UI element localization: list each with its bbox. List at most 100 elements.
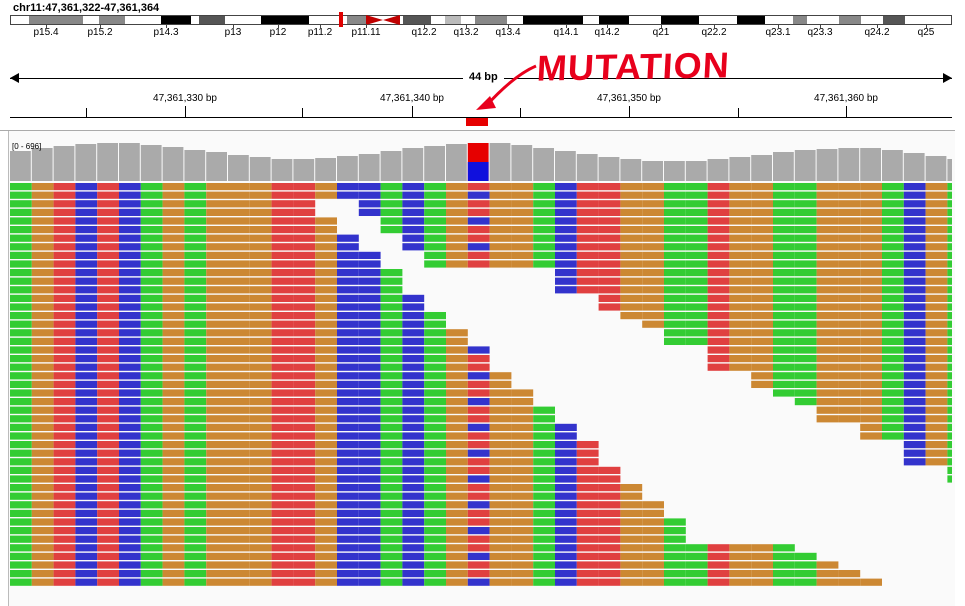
read-base <box>140 544 163 552</box>
read-base <box>249 226 272 234</box>
read-base <box>10 578 32 586</box>
reads-track[interactable] <box>10 183 952 603</box>
read-base <box>119 423 141 431</box>
read-base <box>97 251 119 259</box>
read-base <box>97 441 119 449</box>
alignment-panel[interactable]: [0 - 696] <box>0 130 955 606</box>
read-base <box>838 260 861 268</box>
read-base <box>140 355 163 363</box>
read-base <box>315 466 337 474</box>
read-base <box>751 320 773 328</box>
read-base <box>293 458 316 466</box>
read-base <box>140 552 163 560</box>
read-base <box>598 269 621 277</box>
read-base <box>925 355 948 363</box>
read-base <box>206 466 228 474</box>
read-base <box>162 501 185 509</box>
read-base <box>511 200 534 208</box>
read-base <box>228 527 250 535</box>
read-base <box>446 234 468 242</box>
read-base <box>380 363 403 371</box>
read-base <box>816 355 839 363</box>
read-base <box>75 320 98 328</box>
read-base <box>337 355 359 363</box>
read-base <box>97 509 119 517</box>
read-base <box>620 492 643 500</box>
read-base <box>773 355 795 363</box>
read-base <box>228 226 250 234</box>
read-base <box>10 552 32 560</box>
ruler-tick-label: 47,361,330 bp <box>153 93 217 104</box>
read-base <box>860 406 882 414</box>
read-base <box>31 415 54 423</box>
ruler-panel[interactable]: 44 bp 47,361,330 bp 47,361,340 bp 47,361,3… <box>10 44 952 128</box>
read-base <box>860 355 882 363</box>
read-base <box>816 208 839 216</box>
read-base <box>860 303 882 311</box>
read-base <box>53 277 76 285</box>
scrollbar[interactable] <box>955 130 965 605</box>
read-base <box>446 570 468 578</box>
read-base <box>751 544 773 552</box>
read-base <box>467 406 490 414</box>
ideogram-band <box>445 16 461 24</box>
current-range-indicator <box>339 12 343 27</box>
read-base <box>424 389 446 397</box>
read-base <box>97 552 119 560</box>
read-base <box>642 277 664 285</box>
read-base <box>664 243 686 251</box>
read-base <box>31 355 54 363</box>
read-base <box>925 380 948 388</box>
chromosome-ideogram[interactable] <box>10 15 952 25</box>
read-base <box>947 303 952 311</box>
read-base <box>402 518 425 526</box>
read-base <box>402 415 425 423</box>
read-base <box>97 423 119 431</box>
read-base <box>467 458 490 466</box>
read-base <box>446 527 468 535</box>
read-base <box>467 243 490 251</box>
read-base <box>773 303 795 311</box>
read-base <box>140 492 163 500</box>
band-tick <box>320 24 321 28</box>
ideogram-band <box>629 16 661 24</box>
centromere-icon <box>366 15 400 25</box>
read-base <box>206 441 228 449</box>
read-base <box>751 286 773 294</box>
read-base <box>685 217 708 225</box>
locus-box[interactable]: chr11:47,361,322-47,361,364 <box>13 2 160 14</box>
read-base <box>10 570 32 578</box>
read-base <box>685 294 708 302</box>
coverage-bar <box>184 150 206 181</box>
read-base <box>228 544 250 552</box>
read-base <box>162 346 185 354</box>
read-base <box>271 355 294 363</box>
coverage-track[interactable] <box>10 141 952 181</box>
read-base <box>947 380 952 388</box>
read-base <box>576 217 599 225</box>
read-base <box>337 277 359 285</box>
read-base <box>424 208 446 216</box>
read-base <box>773 372 795 380</box>
read-base <box>882 217 904 225</box>
read-base <box>184 312 207 320</box>
read-base <box>10 527 32 535</box>
read-base <box>467 372 490 380</box>
read-base <box>162 183 185 191</box>
read-base <box>140 312 163 320</box>
read-base <box>184 217 207 225</box>
read-base <box>97 312 119 320</box>
read-base <box>598 492 621 500</box>
read-base <box>184 294 207 302</box>
read-base <box>642 570 664 578</box>
read-base <box>489 380 512 388</box>
read-base <box>555 544 577 552</box>
band-tick <box>424 24 425 28</box>
read-base <box>555 432 577 440</box>
read-base <box>555 492 577 500</box>
read-base <box>119 544 141 552</box>
read-base <box>489 552 512 560</box>
read-base <box>707 552 730 560</box>
read-base <box>271 217 294 225</box>
mutation-marker[interactable] <box>466 118 488 126</box>
